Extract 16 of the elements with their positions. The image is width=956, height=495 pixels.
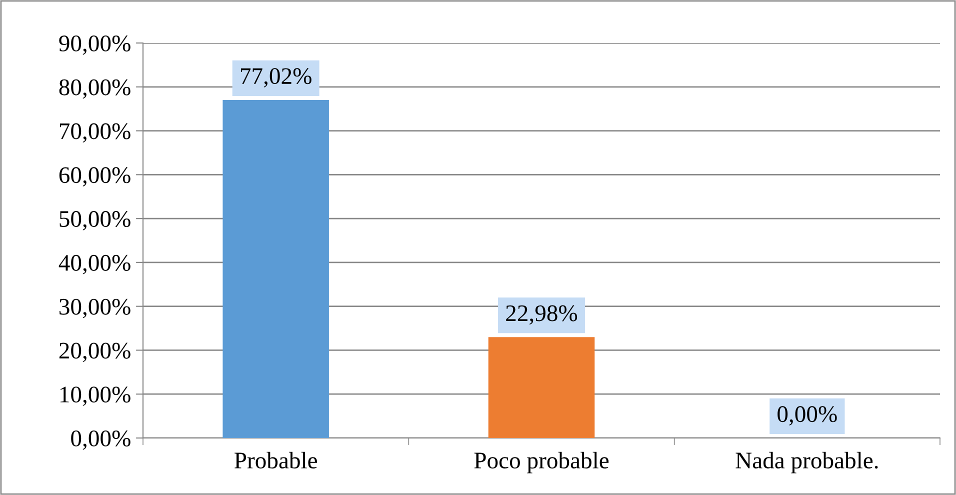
y-tick-label: 20,00%	[59, 342, 130, 362]
y-tick-label: 90,00%	[59, 35, 130, 55]
y-tick-label: 70,00%	[60, 123, 130, 143]
y-tick-label: 60,00%	[59, 167, 130, 186]
x-tick-label: Poco probable	[474, 452, 609, 474]
y-tick-label: 80,00%	[59, 79, 130, 99]
x-tick-label: Nada probable.	[736, 452, 878, 474]
y-tick-label: 50,00%	[60, 211, 130, 230]
data-label: 22,98%	[506, 305, 578, 325]
x-tick-label: Probable	[234, 452, 317, 469]
y-tick-label: 10,00%	[60, 386, 130, 406]
y-tick-label: 0,00%	[71, 430, 130, 450]
data-label: 77,02%	[240, 68, 312, 88]
y-tick-label: 30,00%	[60, 298, 130, 318]
y-tick-label: 40,00%	[58, 254, 130, 274]
data-label: 0,00%	[778, 406, 837, 426]
